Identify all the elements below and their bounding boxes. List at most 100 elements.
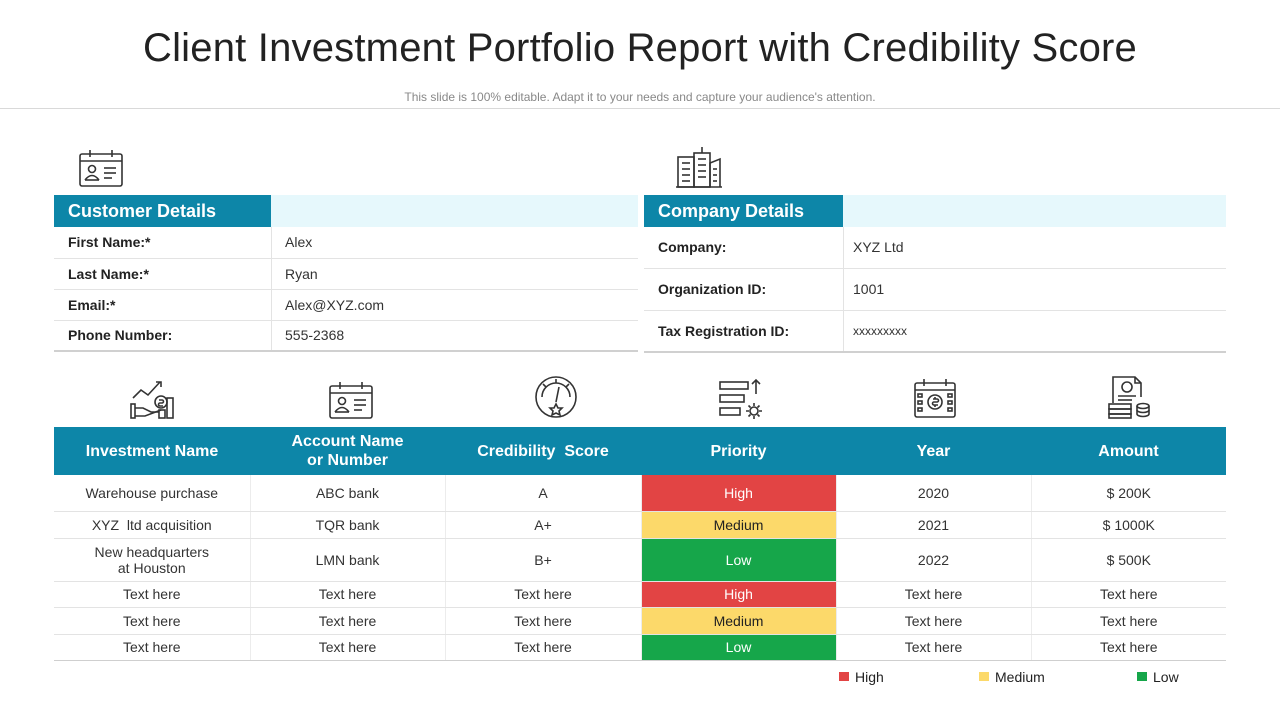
title-divider xyxy=(0,108,1280,109)
account-cell: Text here xyxy=(250,581,446,608)
amount-cell: Text here xyxy=(1031,634,1226,661)
year-cell: Text here xyxy=(836,581,1032,608)
priority-cell: High xyxy=(641,581,837,608)
column-header: Account Name or Number xyxy=(250,427,445,475)
amount-cell: Text here xyxy=(1031,581,1226,608)
customer-row: Email:* Alex@XYZ.com xyxy=(54,290,638,321)
slide-subtitle: This slide is 100% editable. Adapt it to… xyxy=(404,90,876,104)
amount-cell: $ 200K xyxy=(1031,475,1226,512)
email-value: Alex@XYZ.com xyxy=(285,297,385,313)
slide-title: Client Investment Portfolio Report with … xyxy=(142,26,1138,70)
score-cell: Text here xyxy=(445,607,642,635)
year-cell: Text here xyxy=(836,607,1032,635)
table-header-row: Investment Name Account Name or Number C… xyxy=(54,427,1226,475)
column-header: Amount xyxy=(1031,427,1226,475)
customer-details-header: Customer Details xyxy=(54,195,638,227)
priority-bars-icon xyxy=(718,378,764,420)
priority-cell: Low xyxy=(641,634,837,661)
company-details-panel: Company Details Company: XYZ Ltd Organiz… xyxy=(644,195,1226,353)
first-name-label: First Name:* xyxy=(68,234,151,250)
company-row: Tax Registration ID: xxxxxxxxx xyxy=(644,311,1226,351)
organization-id-label: Organization ID: xyxy=(658,281,767,297)
column-header: Investment Name xyxy=(54,427,250,475)
priority-cell: High xyxy=(641,475,837,512)
amount-cell: Text here xyxy=(1031,607,1226,635)
tax-registration-label: Tax Registration ID: xyxy=(658,323,790,339)
legend-item-low: Low xyxy=(1137,669,1179,685)
account-card-icon xyxy=(328,380,374,420)
investment-name-cell: XYZ ltd acquisition xyxy=(54,511,251,539)
phone-value: 555-2368 xyxy=(285,327,345,343)
company-value: XYZ Ltd xyxy=(853,239,904,255)
customer-row: First Name:* Alex xyxy=(54,227,638,259)
table-row: Text here Text here Text here Medium Tex… xyxy=(54,607,1226,635)
calendar-dollar-icon xyxy=(913,377,957,419)
priority-cell: Low xyxy=(641,538,837,582)
year-cell: 2020 xyxy=(836,475,1032,512)
score-cell: B+ xyxy=(445,538,642,582)
score-cell: Text here xyxy=(445,634,642,661)
legend-swatch xyxy=(979,672,989,681)
investment-name-cell: Text here xyxy=(54,581,251,608)
office-buildings-icon xyxy=(676,145,722,189)
customer-details-panel: Customer Details First Name:* Alex Last … xyxy=(54,195,638,352)
column-header: Priority xyxy=(641,427,836,475)
investment-name-cell: New headquarters at Houston xyxy=(54,538,251,582)
invoice-money-icon xyxy=(1107,375,1151,419)
investment-growth-icon xyxy=(129,376,175,420)
column-header: Year xyxy=(836,427,1031,475)
legend-label: Medium xyxy=(995,669,1045,685)
investment-name-cell: Text here xyxy=(54,634,251,661)
legend-label: High xyxy=(855,669,884,685)
legend-swatch xyxy=(839,672,849,681)
table-row: Warehouse purchase ABC bank A High 2020 … xyxy=(54,475,1226,512)
column-header-text: Account Name or Number xyxy=(291,433,404,469)
account-cell: Text here xyxy=(250,607,446,635)
legend-item-medium: Medium xyxy=(979,669,1045,685)
year-cell: Text here xyxy=(836,634,1032,661)
customer-details-heading: Customer Details xyxy=(54,195,271,227)
legend-swatch xyxy=(1137,672,1147,681)
account-cell: ABC bank xyxy=(250,475,446,512)
table-row: Text here Text here Text here Low Text h… xyxy=(54,634,1226,661)
amount-cell: $ 500K xyxy=(1031,538,1226,582)
score-cell: Text here xyxy=(445,581,642,608)
gauge-star-icon xyxy=(533,374,579,420)
amount-cell: $ 1000K xyxy=(1031,511,1226,539)
score-cell: A xyxy=(445,475,642,512)
last-name-label: Last Name:* xyxy=(68,266,149,282)
column-header: Credibility Score xyxy=(445,427,641,475)
legend-item-high: High xyxy=(839,669,884,685)
priority-cell: Medium xyxy=(641,607,837,635)
score-cell: A+ xyxy=(445,511,642,539)
phone-label: Phone Number: xyxy=(68,327,173,343)
tax-registration-value: xxxxxxxxx xyxy=(853,324,907,338)
account-cell: Text here xyxy=(250,634,446,661)
company-details-heading: Company Details xyxy=(644,195,843,227)
account-cell: TQR bank xyxy=(250,511,446,539)
panel-bottom-rule xyxy=(54,350,638,352)
email-label: Email:* xyxy=(68,297,116,313)
table-row: XYZ ltd acquisition TQR bank A+ Medium 2… xyxy=(54,511,1226,539)
legend-label: Low xyxy=(1153,669,1179,685)
last-name-value: Ryan xyxy=(285,266,318,282)
company-row: Organization ID: 1001 xyxy=(644,269,1226,311)
table-row: New headquarters at Houston LMN bank B+ … xyxy=(54,538,1226,582)
account-cell: LMN bank xyxy=(250,538,446,582)
investment-name-cell: Text here xyxy=(54,607,251,635)
organization-id-value: 1001 xyxy=(853,281,885,297)
company-details-header: Company Details xyxy=(644,195,1226,227)
investment-name-cell: Warehouse purchase xyxy=(54,475,251,512)
table-row: Text here Text here Text here High Text … xyxy=(54,581,1226,608)
company-label: Company: xyxy=(658,239,727,255)
panel-bottom-rule xyxy=(644,351,1226,353)
year-cell: 2021 xyxy=(836,511,1032,539)
id-card-icon xyxy=(78,148,124,188)
year-cell: 2022 xyxy=(836,538,1032,582)
priority-cell: Medium xyxy=(641,511,837,539)
customer-row: Phone Number: 555-2368 xyxy=(54,321,638,350)
investment-table: Investment Name Account Name or Number C… xyxy=(54,427,1226,661)
customer-row: Last Name:* Ryan xyxy=(54,259,638,290)
first-name-value: Alex xyxy=(285,234,313,250)
company-row: Company: XYZ Ltd xyxy=(644,227,1226,269)
